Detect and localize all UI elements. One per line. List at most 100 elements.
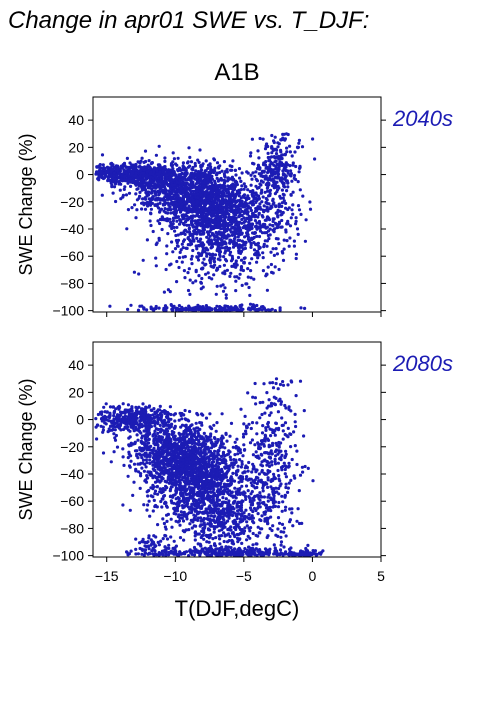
- scatter-point: [127, 169, 131, 173]
- scatter-point: [188, 200, 192, 204]
- scatter-point: [224, 431, 228, 435]
- scatter-point: [234, 173, 238, 177]
- scatter-point: [209, 432, 213, 436]
- scatter-point: [178, 250, 182, 254]
- scatter-point: [201, 285, 205, 289]
- scatter-point: [118, 171, 122, 175]
- scatter-point: [288, 236, 292, 240]
- scatter-point: [245, 231, 249, 235]
- scatter-point: [160, 227, 164, 232]
- scatter-point: [255, 234, 259, 238]
- scatter-point: [189, 257, 193, 261]
- scatter-point: [195, 180, 199, 185]
- scatter-point: [264, 144, 268, 148]
- scatter-point: [191, 192, 196, 196]
- scatter-point: [159, 427, 163, 431]
- scatter-point: [199, 421, 204, 425]
- scatter-point: [147, 190, 151, 194]
- scatter-point: [197, 244, 201, 248]
- scatter-point: [212, 259, 216, 263]
- scatter-point: [297, 170, 301, 174]
- scatter-point: [153, 424, 157, 428]
- scatter-point: [235, 200, 239, 204]
- scatter-point: [158, 191, 162, 195]
- y-tick-label: −40: [60, 221, 84, 237]
- scatter-point: [124, 171, 128, 175]
- scatter-point: [196, 239, 200, 243]
- scatter-point: [213, 436, 217, 441]
- scatter-point: [254, 214, 258, 218]
- scatter-point: [183, 276, 187, 280]
- scatter-point: [196, 200, 200, 204]
- scatter-point: [100, 416, 104, 420]
- scatter-point: [138, 190, 142, 194]
- scatter-point: [123, 185, 127, 189]
- scatter-point: [124, 422, 128, 426]
- scatter-point: [134, 192, 138, 196]
- scatter-point: [219, 241, 223, 245]
- scatter-point: [223, 307, 227, 311]
- scatter-point: [204, 272, 208, 276]
- scatter-point: [232, 265, 237, 269]
- scatter-point: [166, 464, 170, 468]
- scatter-point: [172, 189, 176, 193]
- scatter-point: [146, 453, 150, 457]
- scatter-point: [156, 446, 160, 450]
- scatter-point: [280, 225, 284, 229]
- scatter-point: [180, 260, 184, 264]
- scatter-point: [272, 186, 276, 190]
- scatter-point: [150, 187, 154, 191]
- scatter-point: [186, 288, 191, 293]
- scatter-point: [96, 423, 100, 427]
- scatter-point: [159, 207, 164, 211]
- scatter-point: [121, 402, 125, 406]
- scatter-point: [231, 178, 235, 182]
- scatter-point: [145, 238, 149, 242]
- scatter-point: [172, 413, 176, 417]
- scatter-point: [188, 278, 192, 282]
- scatter-point: [223, 219, 227, 223]
- scatter-point: [265, 272, 269, 276]
- scatter-point: [138, 169, 142, 173]
- scatter-point: [233, 235, 237, 239]
- scatter-point: [263, 163, 267, 167]
- scatter-point: [274, 247, 278, 251]
- scatter-point: [98, 167, 102, 171]
- scatter-point: [135, 187, 139, 191]
- scatter-point: [292, 176, 296, 180]
- scatter-point: [192, 432, 196, 436]
- scatter-point: [296, 204, 301, 208]
- scatter-point: [152, 166, 156, 170]
- scatter-point: [135, 433, 139, 437]
- scatter-point: [150, 161, 154, 165]
- scatter-point: [262, 174, 266, 178]
- scatter-point: [112, 450, 116, 454]
- scatter-point: [210, 224, 214, 228]
- scatter-point: [203, 308, 207, 312]
- scatter-point: [135, 452, 139, 456]
- scatter-point: [185, 187, 189, 191]
- scatter-point: [165, 175, 169, 180]
- scatter-point: [275, 226, 279, 230]
- scatter-point: [204, 159, 208, 163]
- scatter-point: [275, 190, 279, 194]
- scatter-point: [262, 170, 266, 174]
- scatter-point: [191, 224, 195, 228]
- scatter-point: [189, 160, 194, 164]
- scatter-point: [180, 417, 184, 421]
- data-points: [94, 377, 325, 558]
- scatter-point: [228, 223, 232, 227]
- scatter-point: [242, 261, 246, 265]
- scatter-point: [130, 418, 135, 422]
- scatter-point: [200, 220, 204, 225]
- scatter-point: [112, 409, 117, 413]
- scatter-point: [234, 179, 238, 183]
- scatter-point: [190, 210, 194, 214]
- scatter-point: [190, 435, 194, 439]
- scatter-point: [240, 217, 244, 222]
- scatter-point: [196, 251, 201, 255]
- scatter-point: [249, 276, 253, 280]
- scatter-point: [294, 216, 298, 220]
- scatter-point: [252, 248, 257, 252]
- scatter-point: [289, 169, 293, 173]
